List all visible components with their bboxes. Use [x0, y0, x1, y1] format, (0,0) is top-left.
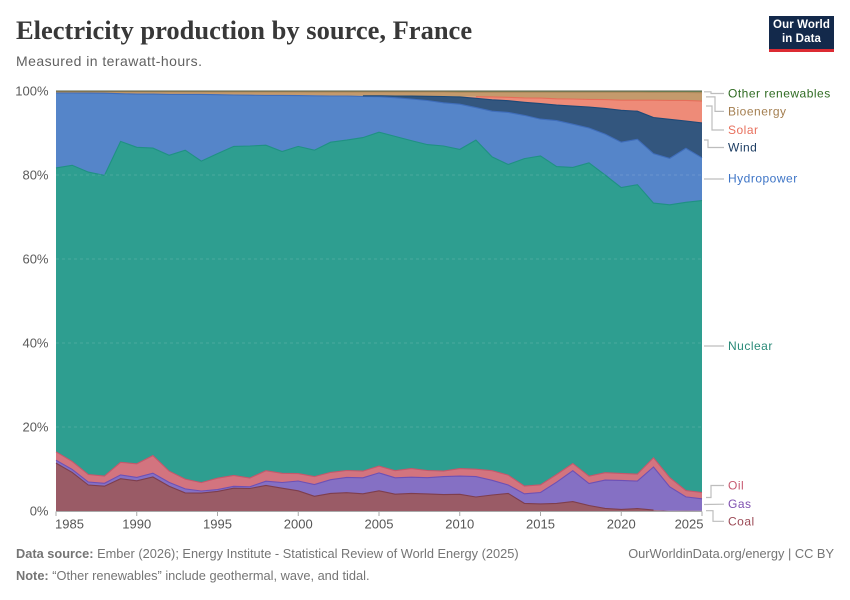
- svg-text:80%: 80%: [22, 168, 48, 183]
- svg-text:100%: 100%: [15, 84, 49, 99]
- svg-text:2025: 2025: [675, 517, 704, 532]
- svg-text:Coal: Coal: [728, 514, 755, 528]
- svg-text:60%: 60%: [22, 252, 48, 267]
- svg-text:2010: 2010: [445, 517, 474, 532]
- svg-text:2015: 2015: [526, 517, 555, 532]
- svg-text:2005: 2005: [365, 517, 394, 532]
- svg-text:0%: 0%: [30, 504, 49, 519]
- svg-text:Oil: Oil: [728, 479, 744, 493]
- svg-text:Nuclear: Nuclear: [728, 339, 773, 353]
- svg-text:20%: 20%: [22, 420, 48, 435]
- svg-text:Wind: Wind: [728, 141, 757, 155]
- svg-text:Bioenergy: Bioenergy: [728, 104, 787, 118]
- svg-text:2020: 2020: [607, 517, 636, 532]
- svg-text:1985: 1985: [55, 517, 84, 532]
- svg-text:Gas: Gas: [728, 497, 752, 511]
- svg-text:Hydropower: Hydropower: [728, 172, 798, 186]
- svg-text:40%: 40%: [22, 336, 48, 351]
- svg-text:1995: 1995: [203, 517, 232, 532]
- svg-text:Other renewables: Other renewables: [728, 87, 831, 101]
- svg-text:2000: 2000: [284, 517, 313, 532]
- svg-text:Solar: Solar: [728, 123, 759, 137]
- svg-text:1990: 1990: [122, 517, 151, 532]
